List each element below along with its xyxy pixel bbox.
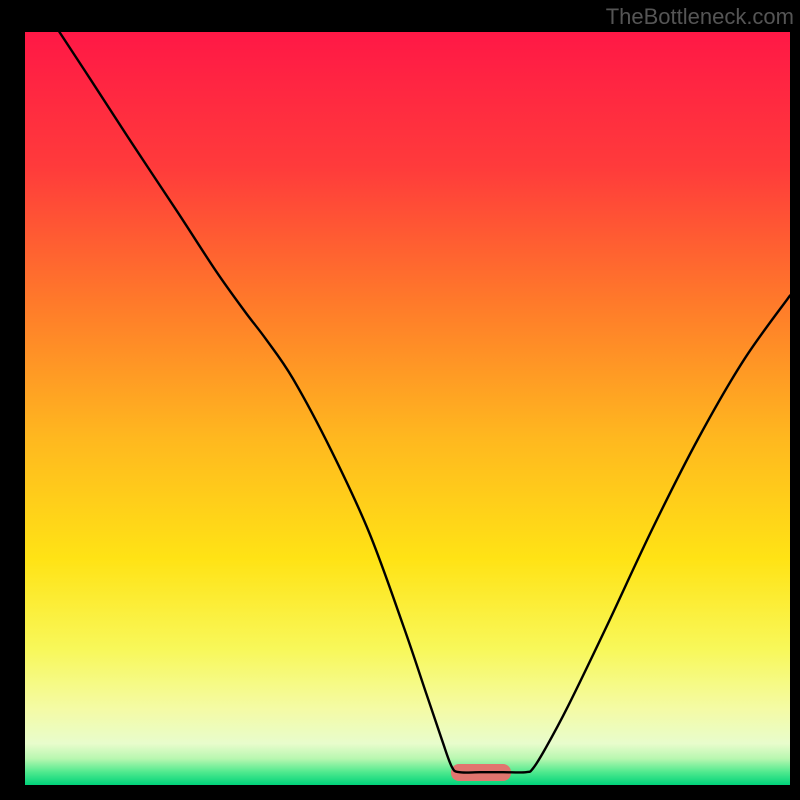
watermark-text: TheBottleneck.com — [606, 4, 794, 30]
chart-container: TheBottleneck.com — [0, 0, 800, 800]
plot-area — [25, 32, 790, 785]
bottleneck-curve — [25, 32, 790, 785]
